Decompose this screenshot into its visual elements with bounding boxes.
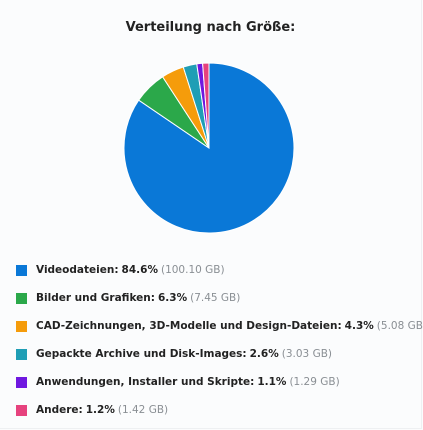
legend-label: Videodateien: — [36, 264, 119, 276]
legend-percent: 2.6% — [249, 348, 279, 360]
legend-item-anwendungen: Anwendungen, Installer und Skripte: 1.1%… — [16, 368, 423, 396]
legend-label: Anwendungen, Installer und Skripte: — [36, 376, 255, 388]
pie-chart — [123, 62, 295, 234]
legend-percent: 84.6% — [121, 264, 158, 276]
legend-percent: 1.1% — [257, 376, 287, 388]
legend-size: (3.03 GB) — [281, 348, 332, 360]
legend-label: Andere: — [36, 404, 83, 416]
legend-item-archive: Gepackte Archive und Disk-Images: 2.6% (… — [16, 340, 423, 368]
legend-percent: 4.3% — [344, 320, 374, 332]
legend-label: Bilder und Grafiken: — [36, 292, 155, 304]
legend-percent: 1.2% — [85, 404, 115, 416]
legend-size: (1.29 GB) — [289, 376, 340, 388]
legend-item-videodateien: Videodateien: 84.6% (100.10 GB) — [16, 256, 423, 284]
legend-size: (100.10 GB) — [160, 264, 225, 276]
legend-swatch — [16, 404, 27, 416]
legend-size: (7.45 GB) — [190, 292, 241, 304]
legend-item-andere: Andere: 1.2% (1.42 GB) — [16, 396, 423, 424]
legend-size: (5.08 GB) — [376, 320, 423, 332]
legend-swatch — [16, 376, 27, 388]
legend-swatch — [16, 264, 27, 276]
legend-swatch — [16, 348, 27, 360]
legend-label: Gepackte Archive und Disk-Images: — [36, 348, 247, 360]
legend-item-bilder: Bilder und Grafiken: 6.3% (7.45 GB) — [16, 284, 423, 312]
pie-slice-5 — [202, 62, 210, 149]
legend-label: CAD-Zeichnungen, 3D-Modelle und Design-D… — [36, 320, 342, 332]
legend: Videodateien: 84.6% (100.10 GB) Bilder u… — [16, 256, 423, 424]
legend-percent: 6.3% — [157, 292, 188, 304]
chart-title: Verteilung nach Größe: — [125, 20, 296, 35]
legend-size: (1.42 GB) — [117, 404, 169, 416]
legend-item-cad: CAD-Zeichnungen, 3D-Modelle und Design-D… — [16, 312, 423, 340]
legend-swatch — [16, 320, 27, 332]
legend-swatch — [16, 292, 27, 304]
